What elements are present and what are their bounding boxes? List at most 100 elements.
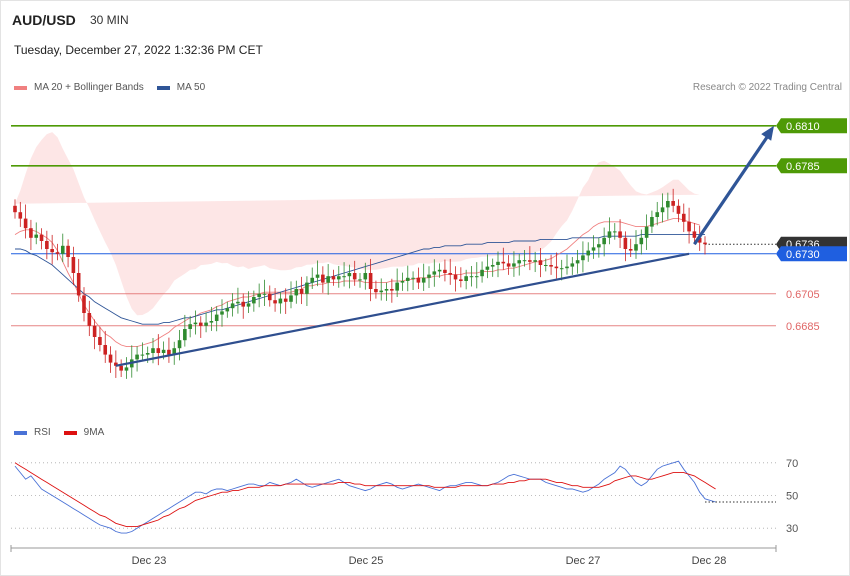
candle-body [267,293,272,301]
candle-body [379,290,384,293]
candle-body [145,353,150,355]
candle-body [278,298,283,304]
candle-body [273,300,277,304]
ma20-line [14,218,700,348]
rsi-axis-label-50: 50 [786,491,798,503]
level-label-0-6685: 0.6685 [786,321,820,333]
level-tag-0-6730 [776,246,847,262]
symbol-title: AUD/USD [12,12,76,28]
candle-body [612,231,617,233]
candle-body [363,273,368,280]
candle-body [103,345,108,355]
candle-body [522,260,527,262]
candle-body [411,277,415,279]
bollinger-band [15,132,700,316]
candle-body [474,276,479,278]
candle-body [570,263,575,267]
candle-body [623,237,628,249]
candle-body [342,276,346,278]
candle-body [575,260,580,264]
candle-body [485,266,490,270]
candle-body [55,252,60,254]
candle-body [252,297,256,304]
candle-body [209,321,214,323]
candle-body [384,289,389,291]
candle-body [490,265,495,267]
candle-body [506,263,511,267]
legend-label-9ma: 9MA [83,427,105,438]
candle-body [114,362,118,366]
candle-body [331,276,336,280]
candle-body [416,277,421,283]
candle-body [29,228,33,238]
candle-body [655,212,660,217]
level-label-0-6785: 0.6785 [786,161,820,173]
candle-body [681,213,686,222]
legend-swatch-rsi [14,430,27,435]
candle-body [501,261,506,264]
projection-arrow-head [761,125,774,141]
candle-body [172,348,177,355]
rsi-axis-label-70: 70 [786,458,798,470]
candle-body [347,273,352,277]
candle-body [151,348,155,353]
x-axis-label-3: Dec 28 [692,555,727,567]
candle-body [437,269,442,272]
legend-label-ma20: MA 20 + Bollinger Bands [34,82,144,93]
level-label-0-6730: 0.6730 [786,249,820,261]
copyright-label: Research © 2022 Trading Central [692,82,842,93]
candle-body [421,277,426,283]
candle-body [639,237,644,245]
candle-body [236,301,240,304]
candle-body [257,293,261,297]
candle-body [135,354,139,360]
candle-body [326,276,330,283]
candle-body [241,301,246,307]
candle-body [390,289,394,291]
x-axis-label-1: Dec 25 [349,555,384,567]
candle-body [697,237,702,243]
legend-item-rsi: RSI [14,427,51,438]
candle-body [448,273,453,275]
legend-swatch-ma20 [14,85,27,90]
candle-body [336,276,341,280]
x-axis-label-2: Dec 27 [566,555,601,567]
timeframe-label: 30 MIN [90,13,129,27]
legend-item-9ma: 9MA [63,427,105,438]
candle-body [432,271,437,275]
candle-body [480,269,484,277]
candle-body [87,313,92,326]
candle-body [124,367,129,371]
candle-body [13,205,17,213]
candle-body [82,295,86,313]
candle-body [692,231,697,238]
candle-body [374,289,378,293]
x-axis-label-0: Dec 23 [132,555,167,567]
candle-body [687,221,691,232]
level-label-0-6705: 0.6705 [786,289,820,301]
candle-body [321,274,325,283]
candle-body [512,263,516,267]
candle-body [310,277,315,283]
candle-body [214,314,219,321]
candle-body [108,354,113,363]
candle-body [581,255,585,261]
candle-body [443,269,447,273]
candle-body [618,231,622,238]
candle-body [50,249,54,253]
candle-body [161,349,166,353]
candle-body [23,218,28,229]
candle-body [246,303,251,307]
candle-body [71,257,76,273]
candle-body [543,265,548,266]
trend-line [115,252,690,367]
candle-body [305,282,309,294]
candle-body [602,237,606,245]
legend-label-ma50: MA 50 [176,82,206,93]
candle-body [183,329,187,341]
candle-body [644,226,649,238]
ma50-line [15,234,705,325]
candle-body [597,244,601,248]
